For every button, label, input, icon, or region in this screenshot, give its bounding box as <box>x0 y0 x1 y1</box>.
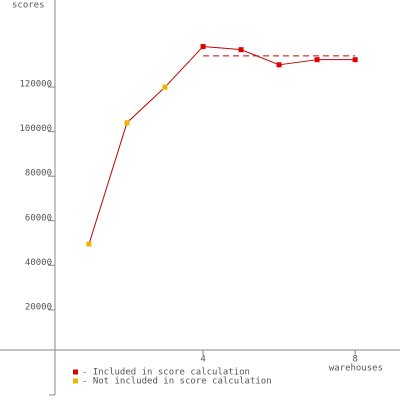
point <box>276 62 282 68</box>
legend-swatch <box>73 378 78 384</box>
x-tick-label: 8 <box>352 355 357 365</box>
point <box>162 84 168 90</box>
legend-label: - Not included in score calculation <box>82 377 272 387</box>
y-tick-label: 100000 <box>19 124 52 134</box>
line-segment <box>88 122 128 245</box>
y-tick-label: 40000 <box>25 258 52 268</box>
point <box>86 241 92 247</box>
point <box>352 57 358 63</box>
point <box>238 47 244 53</box>
y-axis-label: scores <box>12 1 45 11</box>
point <box>200 44 206 50</box>
line-segment <box>240 49 280 66</box>
point <box>314 57 320 63</box>
x-axis-label: warehouses <box>329 364 383 374</box>
y-tick-label: 80000 <box>25 169 52 179</box>
y-tick-label: 120000 <box>19 80 52 90</box>
x-tick-label: 4 <box>200 355 205 365</box>
line-segment <box>164 46 204 88</box>
line-segment <box>126 86 166 124</box>
line-segment <box>279 59 318 66</box>
legend-swatch <box>73 369 78 375</box>
y-tick-label: 60000 <box>25 213 52 223</box>
legend-label: - Included in score calculation <box>82 368 250 378</box>
point <box>124 120 130 126</box>
y-tick-label: 20000 <box>25 302 52 312</box>
line-segment <box>203 46 242 51</box>
